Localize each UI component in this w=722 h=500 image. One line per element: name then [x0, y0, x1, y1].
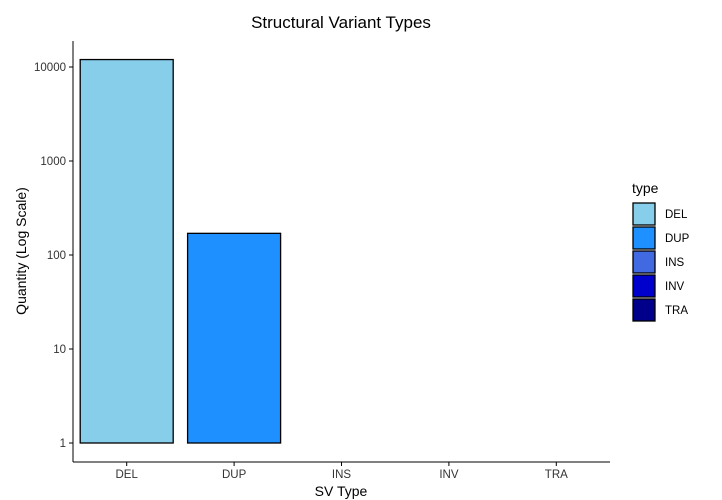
y-tick-label: 1 [60, 438, 66, 450]
y-axis-ticks: 1 10 100 1000 10000 [34, 62, 73, 450]
bar-del [79, 58, 174, 444]
legend-swatch-ins [632, 250, 656, 274]
bar-dup [186, 232, 282, 444]
y-tick-label: 1000 [40, 156, 66, 168]
y-tick-label: 100 [47, 250, 66, 262]
legend-swatch-inv [632, 274, 656, 298]
legend-label: INV [665, 281, 685, 293]
x-tick-label: TRA [545, 469, 568, 481]
legend: type DEL DUP INS INV TRA [632, 180, 690, 322]
legend-swatch-tra [632, 298, 656, 322]
legend-label: DUP [665, 233, 690, 245]
x-axis-ticks: DEL DUP INS INV TRA [116, 462, 568, 481]
x-axis-label: SV Type [315, 483, 368, 499]
plot-area [79, 58, 282, 444]
y-axis-label: Quantity (Log Scale) [13, 187, 29, 315]
legend-label: TRA [665, 305, 688, 317]
legend-label: INS [665, 257, 685, 269]
x-tick-label: INV [439, 469, 459, 481]
x-tick-label: DEL [116, 469, 139, 481]
legend-swatch-del [632, 202, 656, 226]
y-tick-label: 10 [53, 344, 66, 356]
x-tick-label: DUP [222, 469, 247, 481]
chart-title: Structural Variant Types [251, 13, 431, 32]
y-tick-label: 10000 [34, 62, 66, 74]
legend-swatch-dup [632, 226, 656, 250]
x-tick-label: INS [332, 469, 352, 481]
legend-title: type [632, 180, 659, 196]
legend-label: DEL [665, 209, 688, 221]
